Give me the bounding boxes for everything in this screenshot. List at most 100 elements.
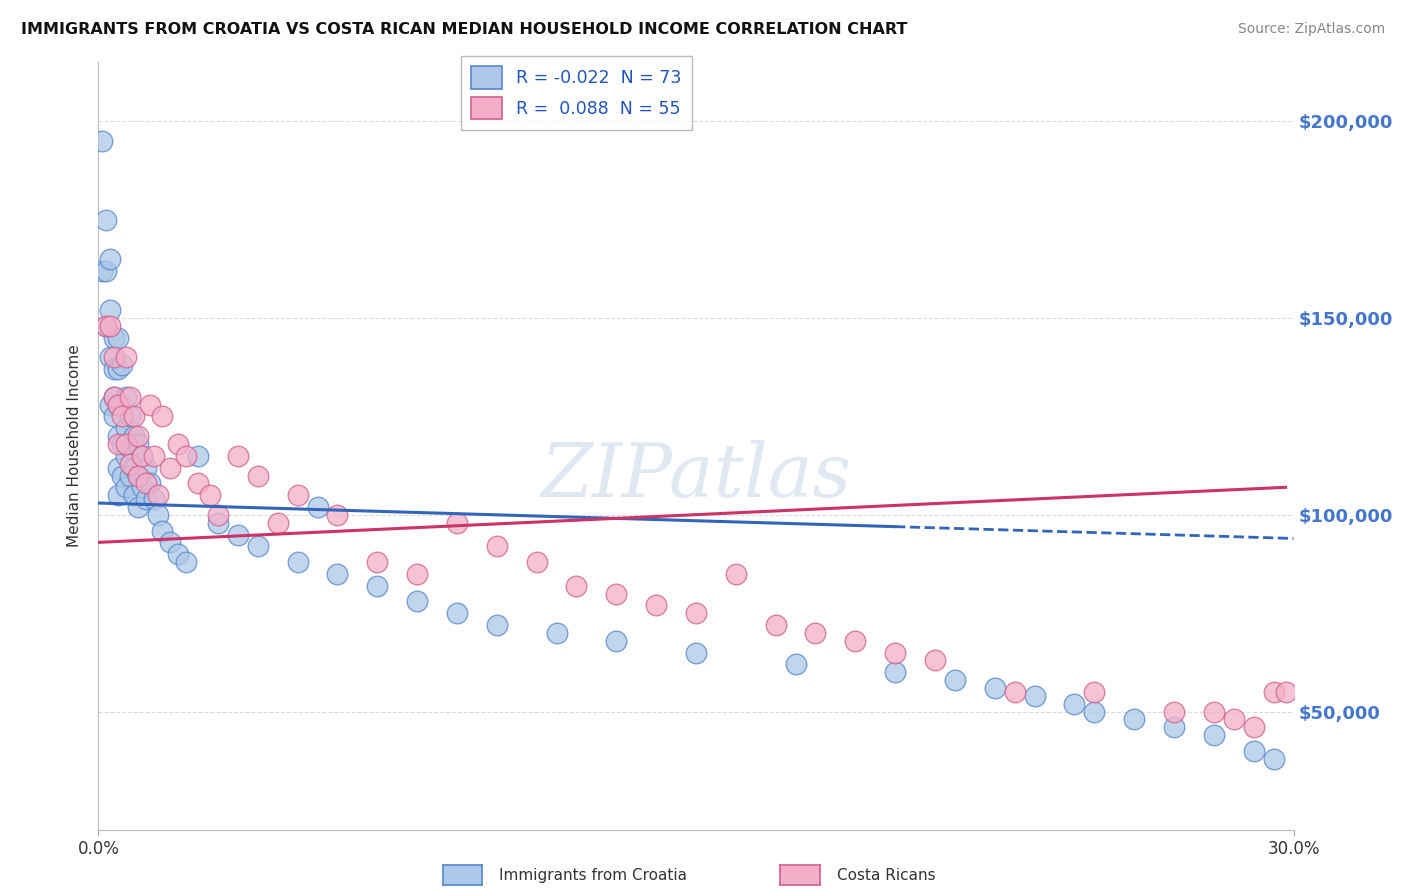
Point xyxy=(148,508,170,522)
Point xyxy=(111,437,134,451)
Point xyxy=(96,264,118,278)
Point xyxy=(1083,685,1105,699)
Y-axis label: Median Household Income: Median Household Income xyxy=(67,344,83,548)
Point xyxy=(187,476,209,491)
Point xyxy=(139,476,162,491)
Point xyxy=(1163,720,1185,734)
Point xyxy=(107,398,129,412)
Text: Source: ZipAtlas.com: Source: ZipAtlas.com xyxy=(1237,22,1385,37)
Point xyxy=(406,566,429,581)
Point xyxy=(127,500,149,514)
Point xyxy=(804,625,827,640)
Point xyxy=(526,555,548,569)
Point xyxy=(366,579,388,593)
Point xyxy=(98,351,122,365)
Point xyxy=(366,555,388,569)
Point xyxy=(107,437,129,451)
Point xyxy=(150,409,173,424)
Point xyxy=(135,492,157,507)
Point xyxy=(1263,752,1285,766)
Point xyxy=(307,500,329,514)
Point xyxy=(127,468,149,483)
Point xyxy=(1083,705,1105,719)
Point xyxy=(326,508,349,522)
Point xyxy=(1163,705,1185,719)
Point xyxy=(1223,713,1246,727)
Point xyxy=(111,409,134,424)
Point xyxy=(124,460,146,475)
Point xyxy=(107,362,129,376)
Point xyxy=(127,429,149,443)
Point xyxy=(103,362,125,376)
Point xyxy=(111,398,134,412)
Point xyxy=(120,457,142,471)
Point xyxy=(943,673,966,687)
Point xyxy=(1263,685,1285,699)
Point xyxy=(96,212,118,227)
Point xyxy=(785,657,807,672)
Point xyxy=(187,449,209,463)
Point xyxy=(143,449,166,463)
Point xyxy=(685,606,707,620)
Point xyxy=(107,331,129,345)
Point xyxy=(207,508,229,522)
Point xyxy=(103,390,125,404)
Point xyxy=(115,480,138,494)
Point xyxy=(226,449,249,463)
Point xyxy=(107,429,129,443)
Point xyxy=(485,618,508,632)
Point xyxy=(565,579,588,593)
Point xyxy=(159,535,181,549)
Point xyxy=(1243,744,1265,758)
Point xyxy=(98,303,122,318)
Point xyxy=(207,516,229,530)
Point xyxy=(546,625,568,640)
Point xyxy=(167,437,190,451)
Point xyxy=(103,390,125,404)
Point xyxy=(124,429,146,443)
Point xyxy=(120,441,142,455)
Point xyxy=(98,252,122,267)
Point xyxy=(107,460,129,475)
Point xyxy=(605,633,627,648)
Point xyxy=(127,437,149,451)
Point xyxy=(124,488,146,502)
Point xyxy=(111,359,134,373)
Text: Immigrants from Croatia: Immigrants from Croatia xyxy=(499,868,688,882)
Point xyxy=(485,539,508,553)
Point xyxy=(120,390,142,404)
Point xyxy=(143,492,166,507)
Point xyxy=(246,539,269,553)
Point xyxy=(98,318,122,333)
Point xyxy=(135,460,157,475)
Point xyxy=(724,566,747,581)
Point xyxy=(159,460,181,475)
Point xyxy=(1243,720,1265,734)
Point xyxy=(1274,685,1296,699)
Point xyxy=(174,449,197,463)
Point xyxy=(198,488,221,502)
Point xyxy=(115,449,138,463)
Point xyxy=(127,468,149,483)
Point xyxy=(150,524,173,538)
Point xyxy=(111,468,134,483)
Point xyxy=(1202,728,1225,742)
Point xyxy=(406,594,429,608)
Point xyxy=(844,633,866,648)
Point xyxy=(884,665,907,680)
Point xyxy=(139,398,162,412)
Point xyxy=(115,351,138,365)
Point xyxy=(765,618,787,632)
Point xyxy=(605,586,627,600)
Point xyxy=(1024,689,1046,703)
Point xyxy=(326,566,349,581)
Point xyxy=(924,653,946,667)
Point xyxy=(685,646,707,660)
Point xyxy=(167,547,190,561)
Point xyxy=(103,409,125,424)
Point xyxy=(107,398,129,412)
Point xyxy=(135,476,157,491)
Point xyxy=(287,555,309,569)
Point xyxy=(645,599,668,613)
Point xyxy=(96,318,118,333)
